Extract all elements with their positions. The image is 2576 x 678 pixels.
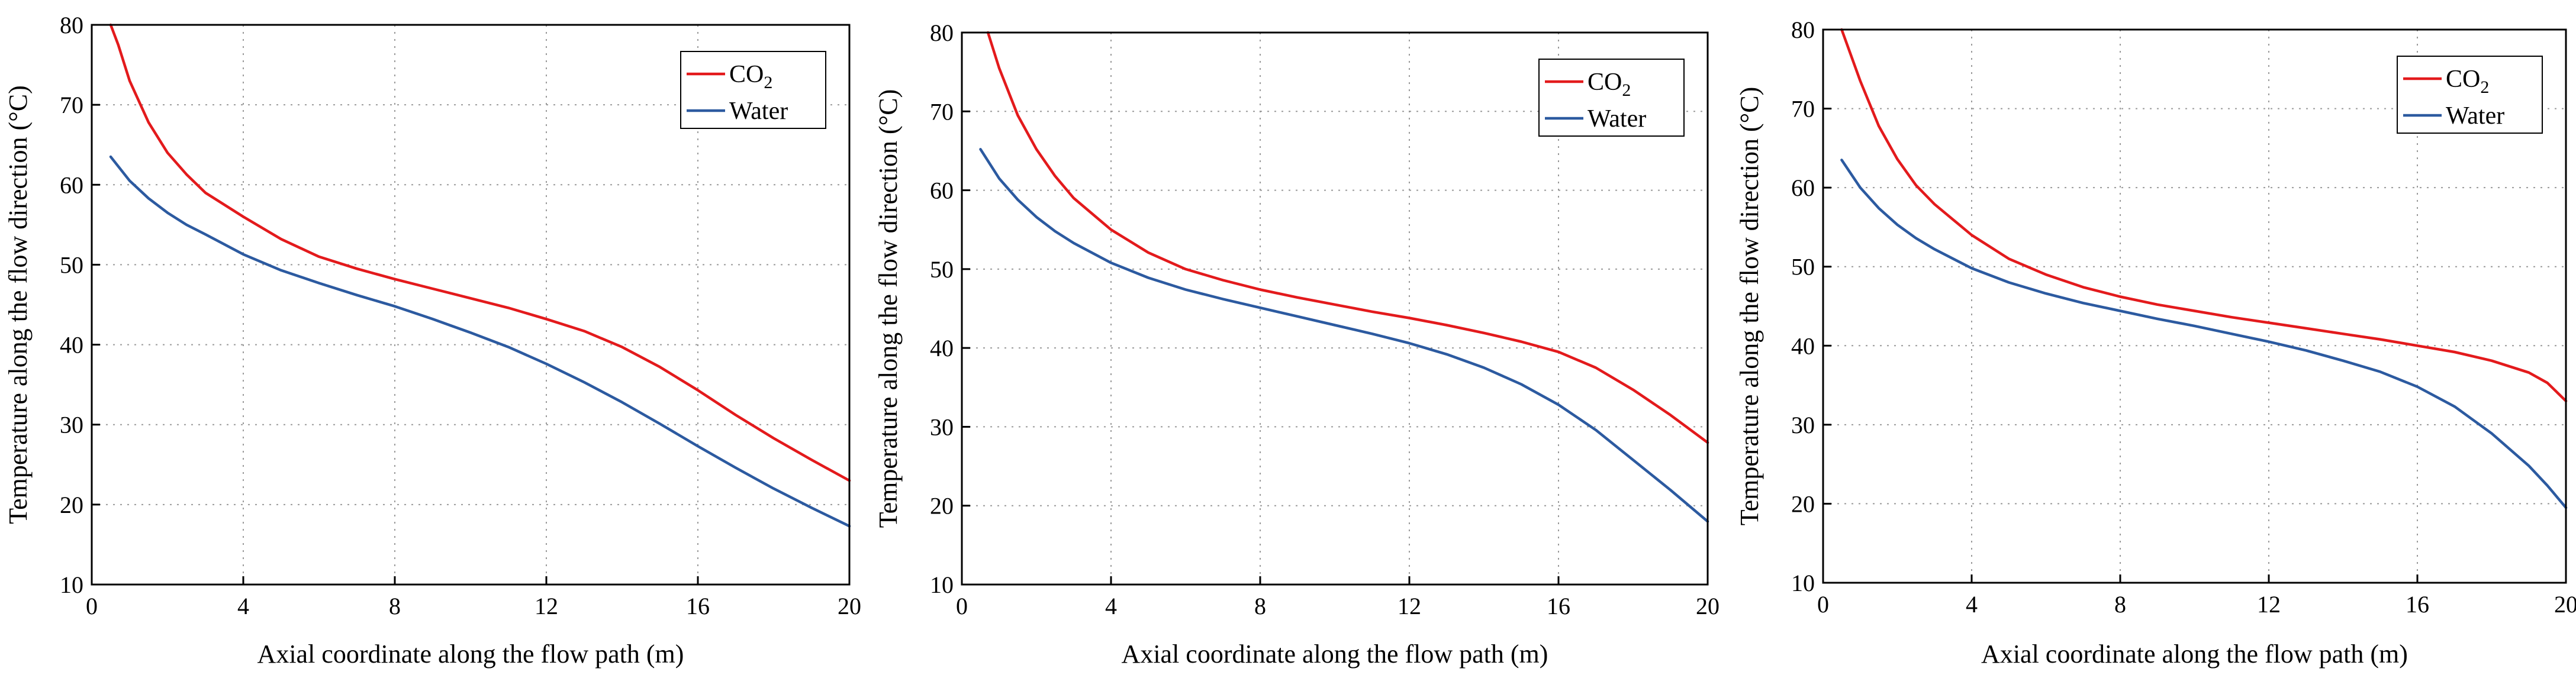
plot-frame bbox=[1822, 28, 2567, 584]
x-tick-label: 20 bbox=[2554, 591, 2576, 618]
series-line-co2 bbox=[109, 23, 851, 482]
y-tick-label: 50 bbox=[1791, 254, 1815, 280]
chart-panel-3: 0 4 8 12 16 20 10 20 30 40 50 60 70 80 Axial coordinat… bbox=[1735, 17, 2576, 669]
legend: CO2 Water bbox=[1538, 59, 1685, 137]
legend: CO2 Water bbox=[680, 51, 826, 129]
y-axis-label: Temperature along the flow direction (°C… bbox=[4, 85, 33, 524]
y-tick-label: 20 bbox=[60, 492, 83, 518]
series-line-water bbox=[1840, 159, 2568, 509]
series-line-water bbox=[109, 155, 851, 528]
x-tick-label: 8 bbox=[389, 593, 401, 619]
series-line-water bbox=[979, 148, 1709, 523]
y-tick-label: 20 bbox=[930, 493, 954, 519]
y-tick-label: 10 bbox=[60, 572, 83, 598]
y-tick-label: 10 bbox=[1791, 570, 1815, 596]
y-axis-label: Temperature along the flow direction (°C… bbox=[1735, 87, 1764, 525]
x-tick-label: 8 bbox=[2114, 591, 2126, 618]
y-tick-label: 80 bbox=[930, 20, 954, 46]
x-tick-label: 0 bbox=[956, 593, 968, 619]
y-axis-label: Temperature along the flow direction (°C… bbox=[874, 89, 903, 528]
x-axis-label: Axial coordinate along the flow path (m) bbox=[1122, 640, 1548, 669]
series-line-co2 bbox=[986, 31, 1709, 444]
y-tick-label: 70 bbox=[1791, 96, 1815, 122]
legend-label-co2: CO2 bbox=[2446, 66, 2489, 97]
y-tick-label: 70 bbox=[60, 92, 83, 118]
legend-label-water: Water bbox=[1588, 105, 1646, 133]
y-tick-label: 40 bbox=[60, 332, 83, 359]
legend-label-co2: CO2 bbox=[729, 61, 772, 92]
legend-box bbox=[680, 51, 826, 129]
chart-panel-1: 0 4 8 12 16 20 10 20 30 40 50 60 70 80 Axial coordinat… bbox=[4, 12, 861, 669]
x-tick-label: 4 bbox=[237, 593, 249, 619]
y-tick-label: 60 bbox=[1791, 175, 1815, 201]
y-tick-label: 20 bbox=[1791, 490, 1815, 517]
legend-label-water: Water bbox=[729, 98, 788, 125]
y-tick-label: 30 bbox=[1791, 412, 1815, 438]
legend: CO2 Water bbox=[2397, 56, 2543, 134]
plot-frame bbox=[91, 24, 851, 586]
x-tick-label: 4 bbox=[1966, 591, 1978, 618]
x-axis-label: Axial coordinate along the flow path (m) bbox=[257, 640, 684, 669]
x-tick-label: 12 bbox=[2257, 591, 2281, 618]
x-axis-label: Axial coordinate along the flow path (m) bbox=[1981, 640, 2408, 669]
series-line-co2 bbox=[1840, 28, 2568, 403]
plot-frame bbox=[961, 31, 1709, 586]
legend-box bbox=[1538, 59, 1685, 137]
y-tick-label: 80 bbox=[60, 12, 83, 38]
y-tick-label: 70 bbox=[930, 98, 954, 125]
y-tick-label: 40 bbox=[930, 335, 954, 361]
x-tick-label: 12 bbox=[534, 593, 558, 619]
x-tick-label: 0 bbox=[86, 593, 98, 619]
chart-panel-2: 0 4 8 12 16 20 10 20 30 40 50 60 70 80 Axial coordinat… bbox=[874, 20, 1720, 669]
legend-label-water: Water bbox=[2446, 102, 2504, 130]
y-tick-label: 30 bbox=[60, 412, 83, 438]
x-tick-label: 20 bbox=[838, 593, 861, 619]
x-tick-label: 0 bbox=[1817, 591, 1829, 618]
legend-label-co2: CO2 bbox=[1588, 69, 1631, 100]
y-tick-label: 80 bbox=[1791, 17, 1815, 43]
x-tick-label: 4 bbox=[1105, 593, 1117, 619]
y-tick-label: 50 bbox=[930, 256, 954, 283]
y-tick-label: 10 bbox=[930, 572, 954, 598]
y-tick-label: 50 bbox=[60, 251, 83, 278]
x-tick-label: 20 bbox=[1696, 593, 1720, 619]
y-tick-label: 40 bbox=[1791, 332, 1815, 359]
y-tick-label: 30 bbox=[930, 414, 954, 440]
y-tick-label: 60 bbox=[930, 177, 954, 204]
x-tick-label: 16 bbox=[2406, 591, 2429, 618]
x-tick-label: 8 bbox=[1254, 593, 1266, 619]
y-tick-label: 60 bbox=[60, 172, 83, 198]
x-tick-label: 16 bbox=[1547, 593, 1570, 619]
x-tick-label: 12 bbox=[1398, 593, 1421, 619]
legend-box bbox=[2397, 56, 2543, 134]
x-tick-label: 16 bbox=[686, 593, 710, 619]
